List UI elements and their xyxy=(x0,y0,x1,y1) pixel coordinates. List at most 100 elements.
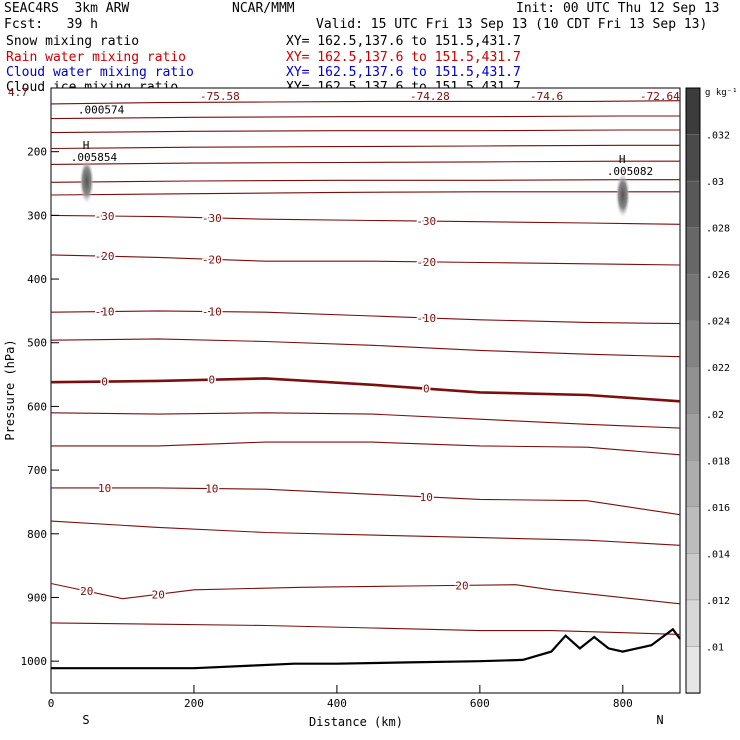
contour-label: -30 xyxy=(202,212,222,225)
y-tick-label: 400 xyxy=(27,273,47,286)
y-tick-label: 300 xyxy=(27,209,47,222)
contour-label: 0 xyxy=(209,374,216,387)
snow-max-value: .005854 xyxy=(71,151,118,164)
temperature-contour xyxy=(51,441,680,456)
y-tick-label: 900 xyxy=(27,591,47,604)
colorbar-tick-label: .026 xyxy=(706,270,730,281)
temperature-contour xyxy=(51,310,680,325)
temperature-contour xyxy=(51,412,680,429)
colorbar-swatch xyxy=(685,599,701,648)
contour-label: 10 xyxy=(98,482,111,495)
colorbar-swatch xyxy=(685,87,701,136)
fcst-label: Fcst: 39 h xyxy=(4,17,98,32)
colorbar-swatch xyxy=(685,553,701,601)
temperature-contour xyxy=(51,100,680,105)
snow-max-value: .005082 xyxy=(607,165,653,178)
temperature-contour xyxy=(51,115,680,120)
contour-value-label: -75.58 xyxy=(200,90,240,103)
x-end-label-north: N xyxy=(656,713,663,727)
colorbar-tick-label: .02 xyxy=(706,410,724,421)
colorbar-swatch xyxy=(685,413,701,462)
x-axis-label: Distance (km) xyxy=(309,715,403,729)
colorbar-swatch xyxy=(685,227,701,275)
field-xy-cloud-water: XY= 162.5,137.6 to 151.5,431.7 xyxy=(286,65,521,80)
colorbar-swatch xyxy=(685,646,701,694)
snow-blob xyxy=(615,173,630,218)
snow-max-mark: H xyxy=(83,139,90,152)
temperature-contour xyxy=(51,179,680,183)
temperature-contour xyxy=(51,377,680,403)
temperature-contour xyxy=(51,338,680,358)
y-tick-label: 800 xyxy=(27,528,47,541)
org-label: NCAR/MMM xyxy=(232,1,295,16)
colorbar-tick-label: .032 xyxy=(706,131,730,142)
temperature-contour xyxy=(51,191,680,196)
temperature-contour xyxy=(51,582,680,605)
x-end-label-south: S xyxy=(82,713,89,727)
contour-label: -10 xyxy=(202,306,222,319)
contour-group: -30 -30 -30 -20 -20 -20 -10 -10 -10 0 0 0 10 10 10 20 20… xyxy=(51,100,680,635)
x-tick-label: 0 xyxy=(48,697,55,710)
snow-max-value: .000574 xyxy=(78,103,125,116)
contour-value-label: 4.7 xyxy=(8,86,28,99)
contour-label: 0 xyxy=(101,376,108,389)
colorbar-swatch xyxy=(685,460,701,508)
field-xy-rain: XY= 162.5,137.6 to 151.5,431.7 xyxy=(286,50,521,65)
model-label: SEAC4RS 3km ARW xyxy=(4,1,130,16)
contour-value-label: -74.28 xyxy=(410,90,450,103)
terrain-line xyxy=(51,627,681,670)
contour-value-label: -72.64 xyxy=(640,90,680,103)
y-tick-label: 500 xyxy=(27,337,47,350)
x-tick-label: 600 xyxy=(470,697,490,710)
colorbar-tick-label: .028 xyxy=(706,224,730,235)
colorbar-swatch xyxy=(685,273,701,322)
x-tick-label: 200 xyxy=(184,697,204,710)
colorbar-tick-label: .024 xyxy=(706,317,730,328)
colorbar-tick-label: .012 xyxy=(706,596,730,607)
y-axis-label: Pressure (hPa) xyxy=(3,339,17,440)
temperature-contour xyxy=(51,160,680,165)
colorbar-tick-label: .03 xyxy=(706,177,724,188)
x-tick-label: 800 xyxy=(613,697,633,710)
colorbar-tick-label: .022 xyxy=(706,363,730,374)
field-name-rain: Rain water mixing ratio xyxy=(6,50,187,65)
temperature-contour xyxy=(51,214,680,225)
snow-max-mark: H xyxy=(619,153,626,166)
temperature-contour xyxy=(51,254,680,266)
colorbar-unit: g kg⁻¹ xyxy=(705,88,738,98)
y-tick-label: 700 xyxy=(27,464,47,477)
contour-label: 0 xyxy=(423,383,430,396)
colorbar-frame xyxy=(685,87,701,694)
temperature-contour xyxy=(51,622,680,635)
contour-value-label: -74.6 xyxy=(530,90,563,103)
contour-label: -20 xyxy=(95,250,115,263)
contour-label: 20 xyxy=(455,579,468,592)
colorbar-swatch xyxy=(685,180,701,229)
init-label: Init: 00 UTC Thu 12 Sep 13 xyxy=(516,1,720,16)
contour-label: -30 xyxy=(95,210,115,223)
valid-label: Valid: 15 UTC Fri 13 Sep 13 (10 CDT Fri … xyxy=(316,17,708,32)
colorbar-swatch xyxy=(685,320,701,368)
temperature-contour xyxy=(51,129,680,134)
contour-label: 10 xyxy=(420,491,433,504)
field-xy-snow: XY= 162.5,137.6 to 151.5,431.7 xyxy=(286,34,521,49)
colorbar-tick-label: .018 xyxy=(706,456,730,467)
contour-label: -20 xyxy=(202,253,222,266)
plot-frame xyxy=(50,87,681,694)
contour-label: 10 xyxy=(205,483,218,496)
colorbar-tick-label: .014 xyxy=(706,549,730,560)
snow-blob xyxy=(79,159,94,204)
colorbar-tick-label: .01 xyxy=(706,642,724,653)
temperature-contour xyxy=(51,520,680,546)
contour-label: -10 xyxy=(416,312,436,325)
y-tick-label: 1000 xyxy=(21,655,48,668)
field-name-snow: Snow mixing ratio xyxy=(6,34,140,49)
x-tick-label: 400 xyxy=(327,697,347,710)
colorbar-swatch xyxy=(685,366,701,415)
colorbar-swatch xyxy=(685,134,701,182)
y-tick-label: 600 xyxy=(27,400,47,413)
temperature-contour xyxy=(51,487,680,516)
contour-label: -30 xyxy=(416,215,436,228)
y-tick-label: 200 xyxy=(27,146,47,159)
